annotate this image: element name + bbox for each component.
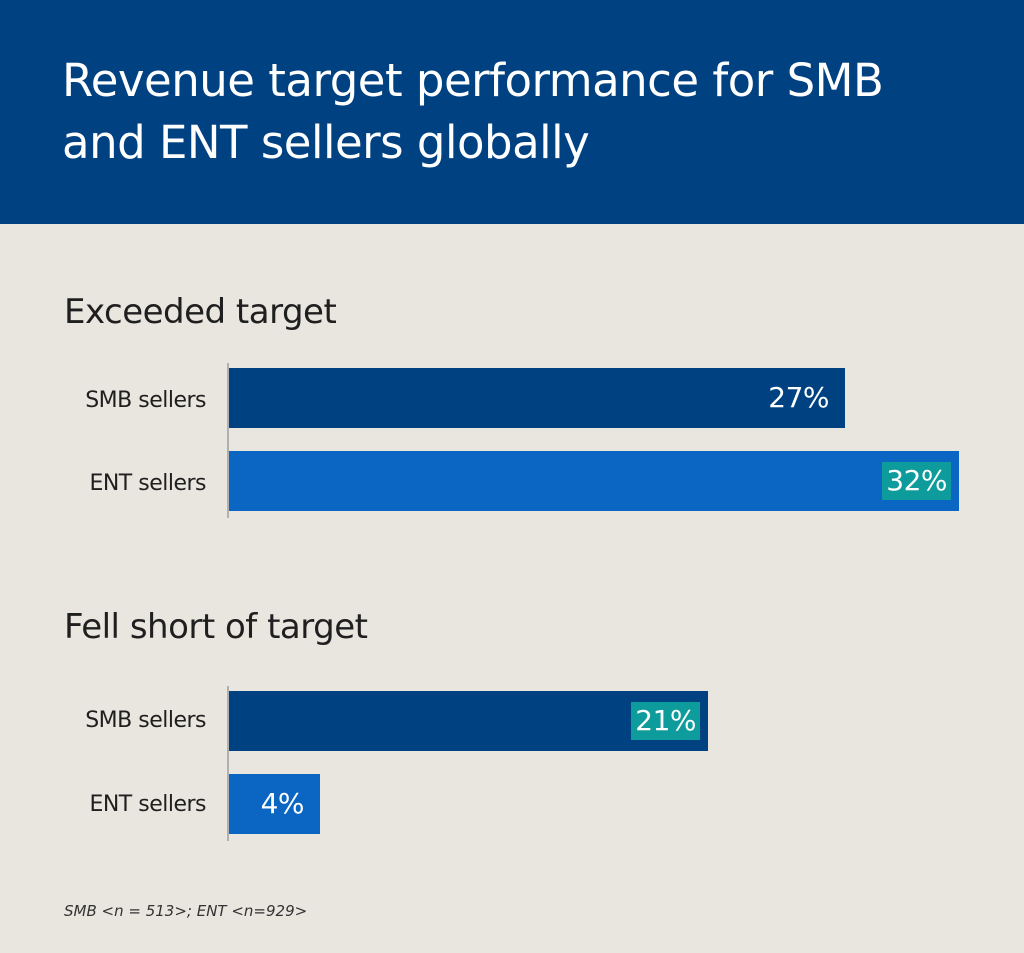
footnote: SMB <n = 513>; ENT <n=929> — [64, 902, 308, 920]
data-label: 27% — [768, 381, 829, 414]
data-label: 32% — [882, 462, 951, 500]
axis-line — [227, 363, 229, 518]
chart-title: Revenue target performance for SMB and E… — [62, 54, 884, 169]
section-title-fell-short: Fell short of target — [64, 607, 368, 647]
data-label: 4% — [260, 787, 305, 820]
axis-line — [227, 686, 229, 841]
category-label: ENT sellers — [89, 471, 206, 496]
section-title-exceeded: Exceeded target — [64, 292, 337, 332]
category-label: SMB sellers — [85, 388, 206, 413]
category-label: SMB sellers — [85, 708, 206, 733]
header-banner: Revenue target performance for SMB and E… — [0, 0, 1024, 224]
chart-panel — [0, 224, 1024, 953]
data-label: 21% — [631, 702, 700, 740]
category-label: ENT sellers — [89, 792, 206, 817]
bar-fell-short-smb: 21% — [229, 691, 708, 751]
bar-fell-short-ent: 4% — [229, 774, 320, 834]
bar-exceeded-ent: 32% — [229, 451, 959, 511]
bar-exceeded-smb: 27% — [229, 368, 845, 428]
